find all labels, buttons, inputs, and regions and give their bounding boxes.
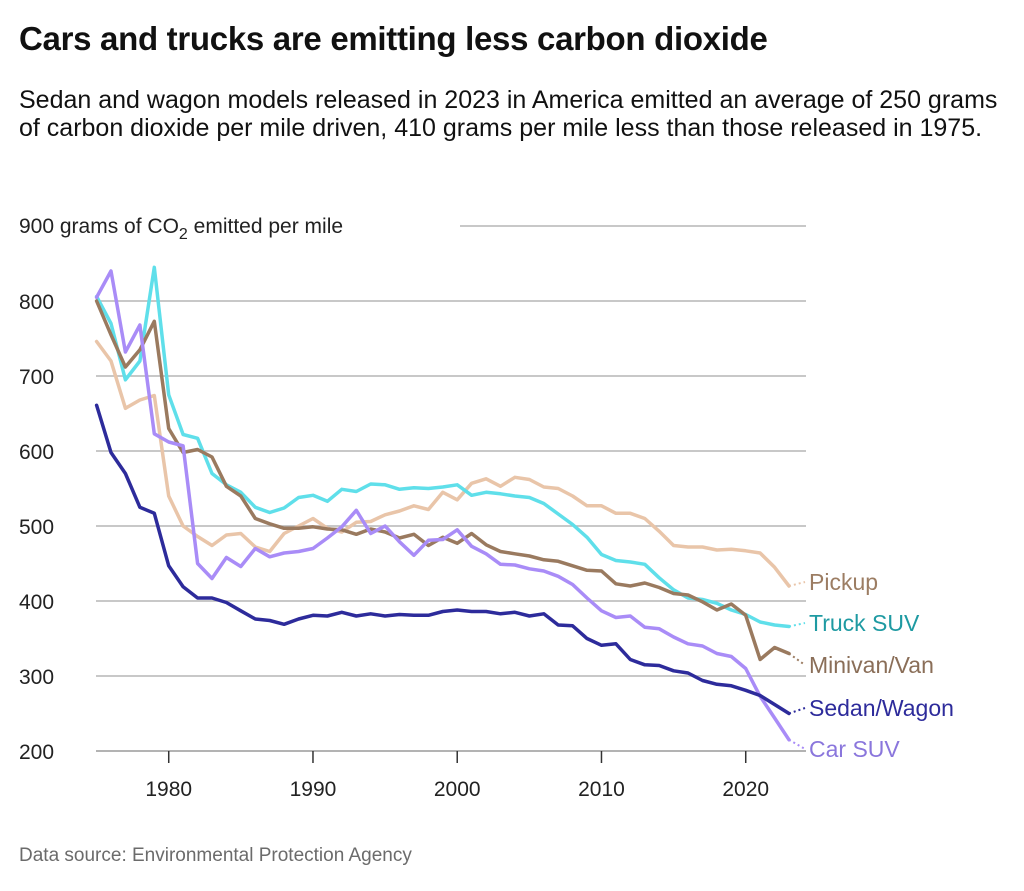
y-axis-label: 900 grams of CO2 emitted per mile: [19, 215, 343, 243]
series-line-minivan-van: [94, 299, 791, 662]
series-line-sedan-wagon: [94, 403, 791, 716]
label-leader-line: [788, 707, 806, 715]
x-tick-label: 2000: [434, 778, 481, 801]
series-label-pickup: Pickup: [809, 569, 878, 595]
series-label-car-suv: Car SUV: [809, 736, 900, 762]
label-leader-line: [788, 738, 806, 750]
label-leader-line: [788, 581, 806, 587]
y-axis: 200 300 400 500 600 700 800: [19, 291, 54, 764]
series-label-truck-suv: Truck SUV: [809, 610, 920, 636]
x-tick-label: 2020: [722, 778, 769, 801]
x-tick-label: 1990: [290, 778, 337, 801]
x-axis: 1980 1990 2000 2010 2020: [145, 751, 769, 801]
data-source-note: Data source: Environmental Protection Ag…: [19, 845, 412, 866]
y-tick-label: 700: [19, 366, 54, 389]
series-labels: Pickup Truck SUV Minivan/Van Sedan/Wagon Car…: [788, 569, 954, 762]
label-leader-line: [788, 652, 806, 666]
series-lines: [94, 265, 791, 742]
series-label-sedan-wagon: Sedan/Wagon: [809, 695, 954, 721]
y-tick-label: 200: [19, 741, 54, 764]
x-tick-label: 1980: [145, 778, 192, 801]
y-tick-label: 500: [19, 516, 54, 539]
label-leader-line: [788, 622, 806, 628]
series-line-pickup: [94, 339, 791, 588]
y-tick-label: 300: [19, 666, 54, 689]
series-line-truck-suv: [94, 265, 791, 629]
series-line-car-suv: [94, 269, 791, 742]
chart-title: Cars and trucks are emitting less carbon…: [19, 20, 768, 57]
y-tick-label: 800: [19, 291, 54, 314]
x-tick-label: 2010: [578, 778, 625, 801]
y-tick-label: 400: [19, 591, 54, 614]
chart-subtitle: Sedan and wagon models released in 2023 …: [19, 86, 998, 142]
series-label-minivan-van: Minivan/Van: [809, 652, 934, 678]
y-tick-label: 600: [19, 441, 54, 464]
gridlines: [96, 225, 806, 752]
